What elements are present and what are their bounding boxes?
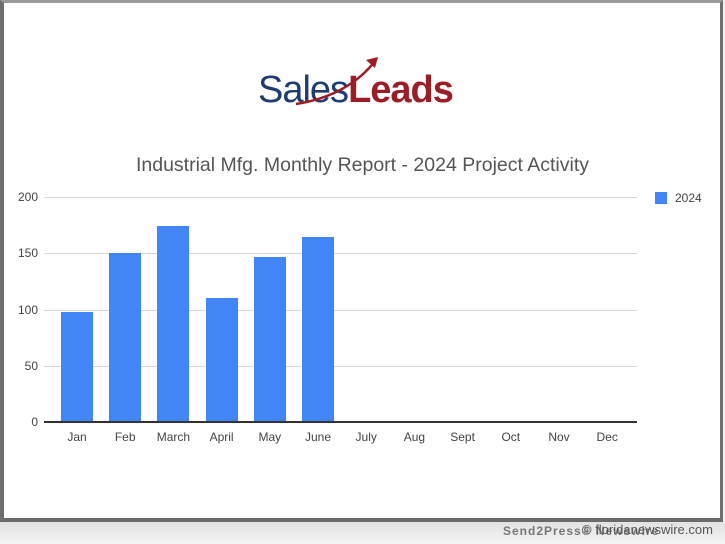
footer-strip <box>0 522 725 544</box>
y-tick-label: 200 <box>17 190 38 204</box>
legend-swatch <box>655 192 667 204</box>
bar-may <box>253 257 286 421</box>
plot-area <box>44 197 637 423</box>
x-tick-label: Feb <box>114 430 136 444</box>
watermark-send2press: Send2Press® Newswire <box>503 524 660 538</box>
y-tick-label: 50 <box>24 359 38 373</box>
logo-sales-text: Sales <box>258 69 349 111</box>
saleslead-logo: SalesLeads <box>258 56 468 112</box>
bar-jan <box>61 312 93 421</box>
bar-april <box>205 297 238 421</box>
x-tick-label: Dec <box>596 430 618 444</box>
x-axis-baseline <box>44 421 637 423</box>
x-tick-label: June <box>304 430 332 444</box>
x-tick-label: April <box>209 430 234 444</box>
y-tick-label: 0 <box>31 415 38 429</box>
gridline-50 <box>44 366 637 367</box>
x-tick-label: Jan <box>67 430 87 444</box>
legend-label: 2024 <box>675 191 702 205</box>
watermark-site: © floridanewswire.com <box>582 522 713 537</box>
y-tick-label: 150 <box>17 246 38 260</box>
x-tick-label: March <box>156 430 191 444</box>
x-tick-label: Sept <box>450 430 475 444</box>
x-tick-label: July <box>355 430 377 444</box>
logo-leads-text: Leads <box>348 69 454 111</box>
logo-text: SalesLeads <box>258 68 454 112</box>
watermark: Send2Press® Newswire © floridanewswire.c… <box>500 522 722 540</box>
trend-arrow-icon <box>295 57 378 106</box>
x-tick-label: Nov <box>548 430 570 444</box>
y-tick-label: 100 <box>17 303 38 317</box>
x-tick-label: Aug <box>403 430 426 444</box>
gridline-200 <box>44 197 637 198</box>
bar-feb <box>109 253 142 421</box>
chart-title: Industrial Mfg. Monthly Report - 2024 Pr… <box>135 154 590 176</box>
gridline-100 <box>44 310 637 311</box>
gridline-150 <box>44 253 637 254</box>
bar-march <box>157 226 190 421</box>
x-tick-label: Oct <box>501 430 521 444</box>
x-tick-label: May <box>258 430 282 444</box>
bar-june <box>302 237 334 421</box>
